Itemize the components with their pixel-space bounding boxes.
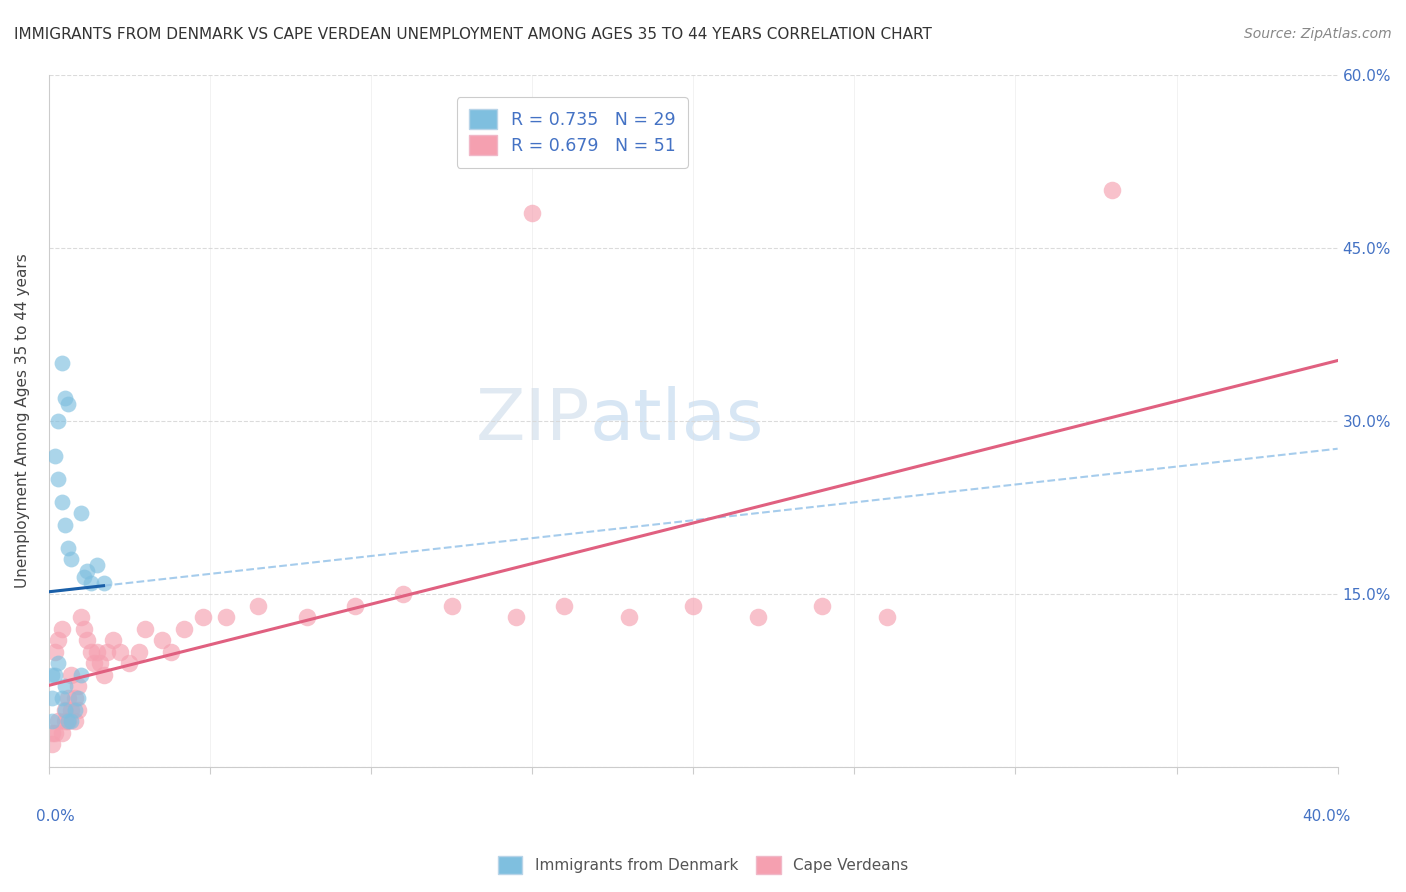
Point xyxy=(73,570,96,584)
Point xyxy=(51,725,73,739)
Point xyxy=(440,599,463,613)
Point xyxy=(173,622,195,636)
Point xyxy=(83,657,105,671)
Point xyxy=(63,702,86,716)
Point xyxy=(60,668,83,682)
Point xyxy=(41,691,63,706)
Point xyxy=(93,668,115,682)
Point xyxy=(70,506,93,520)
Point xyxy=(150,633,173,648)
Text: 0.0%: 0.0% xyxy=(37,809,75,824)
Point xyxy=(53,702,76,716)
Point xyxy=(48,714,70,728)
Text: 40.0%: 40.0% xyxy=(1302,809,1351,824)
Point xyxy=(96,645,118,659)
Point xyxy=(617,610,640,624)
Point xyxy=(66,691,89,706)
Text: IMMIGRANTS FROM DENMARK VS CAPE VERDEAN UNEMPLOYMENT AMONG AGES 35 TO 44 YEARS C: IMMIGRANTS FROM DENMARK VS CAPE VERDEAN … xyxy=(14,27,932,42)
Point xyxy=(44,449,66,463)
Point xyxy=(79,575,101,590)
Point xyxy=(41,668,63,682)
Point xyxy=(70,668,93,682)
Point xyxy=(73,622,96,636)
Point xyxy=(295,610,318,624)
Point xyxy=(60,714,83,728)
Point xyxy=(1101,183,1123,197)
Point xyxy=(89,657,111,671)
Point xyxy=(76,564,98,578)
Point xyxy=(56,714,79,728)
Point xyxy=(876,610,898,624)
Point xyxy=(118,657,141,671)
Point xyxy=(553,599,575,613)
Point xyxy=(56,691,79,706)
Point xyxy=(60,552,83,566)
Point xyxy=(63,691,86,706)
Point xyxy=(128,645,150,659)
Point xyxy=(70,610,93,624)
Point xyxy=(811,599,834,613)
Point xyxy=(51,691,73,706)
Point xyxy=(79,645,101,659)
Point xyxy=(505,610,527,624)
Point xyxy=(51,622,73,636)
Point xyxy=(343,599,366,613)
Point xyxy=(48,633,70,648)
Point xyxy=(247,599,270,613)
Y-axis label: Unemployment Among Ages 35 to 44 years: Unemployment Among Ages 35 to 44 years xyxy=(15,253,30,588)
Point xyxy=(44,645,66,659)
Point xyxy=(48,414,70,428)
Point xyxy=(193,610,215,624)
Point xyxy=(134,622,156,636)
Point xyxy=(520,206,543,220)
Point xyxy=(51,356,73,370)
Point xyxy=(48,472,70,486)
Point xyxy=(160,645,183,659)
Point xyxy=(682,599,704,613)
Point xyxy=(392,587,415,601)
Legend: Immigrants from Denmark, Cape Verdeans: Immigrants from Denmark, Cape Verdeans xyxy=(492,850,914,880)
Point xyxy=(41,714,63,728)
Point xyxy=(56,396,79,410)
Legend: R = 0.735   N = 29, R = 0.679   N = 51: R = 0.735 N = 29, R = 0.679 N = 51 xyxy=(457,97,688,168)
Point xyxy=(53,680,76,694)
Point xyxy=(53,702,76,716)
Point xyxy=(86,645,108,659)
Point xyxy=(66,702,89,716)
Point xyxy=(44,668,66,682)
Point xyxy=(63,714,86,728)
Point xyxy=(60,702,83,716)
Point xyxy=(41,737,63,751)
Point xyxy=(747,610,769,624)
Point xyxy=(56,714,79,728)
Point xyxy=(53,391,76,405)
Point xyxy=(103,633,125,648)
Point xyxy=(48,657,70,671)
Point xyxy=(76,633,98,648)
Point xyxy=(56,541,79,555)
Point xyxy=(41,725,63,739)
Point xyxy=(215,610,238,624)
Point xyxy=(66,680,89,694)
Point xyxy=(53,517,76,532)
Point xyxy=(93,575,115,590)
Point xyxy=(51,494,73,508)
Text: atlas: atlas xyxy=(591,386,765,456)
Text: Source: ZipAtlas.com: Source: ZipAtlas.com xyxy=(1244,27,1392,41)
Point xyxy=(44,725,66,739)
Point xyxy=(86,558,108,573)
Text: ZIP: ZIP xyxy=(475,386,591,456)
Point xyxy=(53,714,76,728)
Point xyxy=(108,645,131,659)
